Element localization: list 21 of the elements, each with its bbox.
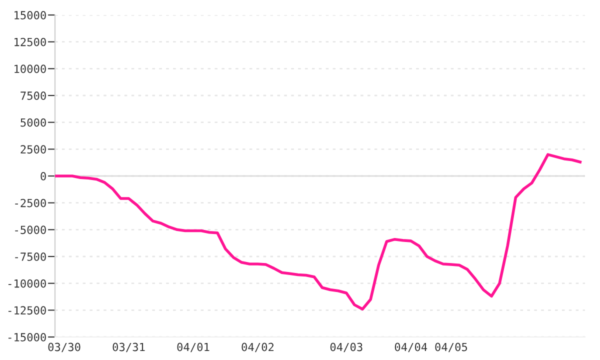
- x-tick-label: 04/04: [394, 342, 428, 352]
- line-series: [55, 153, 582, 310]
- y-tick-label: -10000: [8, 279, 46, 288]
- y-tick-label: 10000: [14, 64, 46, 74]
- y-tick-label: 0: [40, 172, 46, 180]
- x-tick-label: 03/30: [48, 342, 80, 352]
- y-tick-label: 12500: [14, 38, 46, 46]
- x-tick-label: 04/02: [242, 342, 274, 352]
- x-tick-label: 04/05: [435, 342, 468, 352]
- y-tick-label: -5000: [15, 226, 46, 234]
- y-tick-label: -2500: [15, 198, 46, 208]
- y-tick-label: 2500: [20, 145, 46, 154]
- x-tick-label: 04/01: [177, 342, 210, 352]
- y-tick-label: 5000: [20, 118, 46, 127]
- y-tick-label: 7500: [20, 92, 46, 100]
- x-tick-label: 03/31: [112, 342, 145, 352]
- x-tick-label: 04/03: [330, 342, 362, 352]
- y-tick-label: -7500: [15, 252, 46, 261]
- y-tick-label: -15000: [8, 333, 46, 342]
- y-tick-label: 15000: [14, 11, 46, 20]
- y-tick-label: -12500: [8, 306, 46, 315]
